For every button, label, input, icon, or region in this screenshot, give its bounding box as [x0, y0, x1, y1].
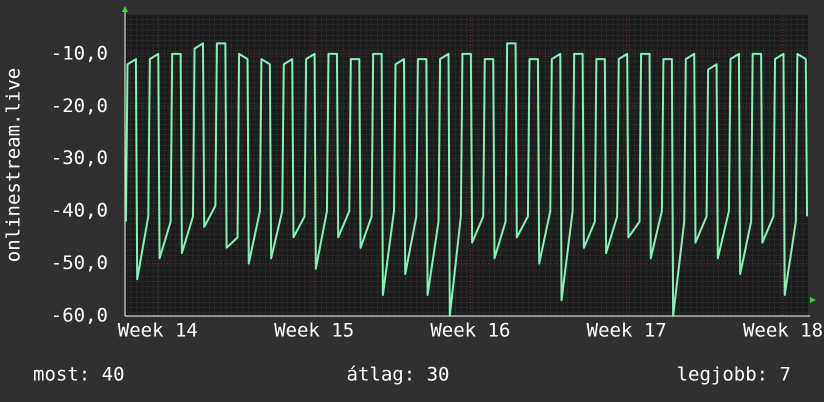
x-tick-label: Week 14	[118, 320, 198, 342]
stat-current: most: 40	[33, 364, 125, 386]
x-arrow	[810, 297, 816, 303]
y-tick-label: -40,0	[51, 200, 108, 222]
plot-area	[125, 14, 808, 316]
x-tick-label: Week 17	[587, 320, 667, 342]
x-tick-label: Week 18	[743, 320, 823, 342]
y-tick-label: -20,0	[51, 95, 108, 117]
y-axis-label: onlinestream.live	[3, 68, 25, 262]
y-tick-label: -60,0	[51, 305, 108, 327]
data-line	[124, 42, 809, 317]
y-tick-label: -30,0	[51, 147, 108, 169]
x-tick-label: Week 15	[274, 320, 354, 342]
y-tick-label: -50,0	[51, 252, 108, 274]
x-tick-label: Week 16	[430, 320, 510, 342]
y-tick-label: -10,0	[51, 42, 108, 64]
stats: most: 40 átlag: 30 legjobb: 7	[33, 364, 791, 386]
stat-average: átlag: 30	[347, 364, 450, 386]
y-arrow	[122, 6, 128, 12]
stat-best: legjobb: 7	[677, 364, 791, 386]
